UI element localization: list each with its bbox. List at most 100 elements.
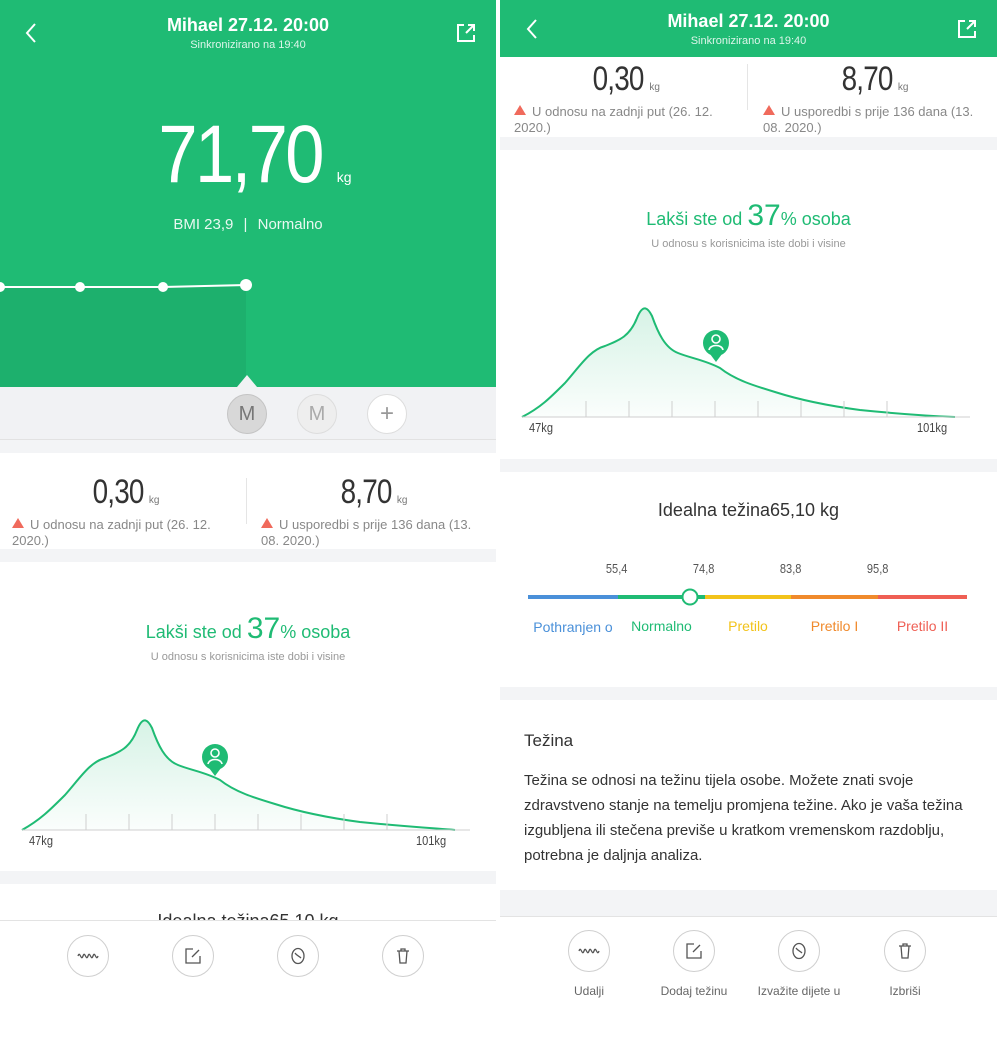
change-since-older-desc: U usporedbi s prije 136 dana (13. 08. 20…	[763, 104, 993, 136]
change-since-last-value: 0,30	[592, 60, 645, 98]
change-since-older-unit: kg	[897, 82, 909, 93]
weight-trend-chart[interactable]	[0, 270, 496, 390]
action-delete-label: Izbriši	[889, 984, 921, 998]
distribution-chart	[521, 307, 970, 418]
user-position-marker	[703, 330, 729, 362]
distribution-min-label: 47kg	[529, 420, 553, 435]
trend-line	[0, 284, 247, 288]
current-weight: 71,70 kg	[0, 108, 496, 202]
wave-icon	[67, 935, 109, 977]
action-remove-label: Udalji	[36, 989, 140, 991]
chevron-left-icon	[526, 19, 537, 39]
change-since-last-unit: kg	[649, 82, 660, 93]
change-since-last-text: U odnosu na zadnji put (26. 12. 2020.)	[12, 517, 211, 548]
distribution-subtitle: U odnosu s korisnicima iste dobi i visin…	[150, 651, 346, 663]
distribution-subtitle: U odnosu s korisnicima iste dobi i visin…	[651, 238, 846, 250]
profile-avatar-selected[interactable]: M	[227, 394, 267, 434]
distribution-prefix: Lakši ste od	[145, 622, 247, 642]
bmi-range-bar	[528, 588, 967, 606]
change-since-last-text: U odnosu na zadnji put (26. 12. 2020.)	[514, 104, 713, 135]
category-underweight: Pothranjen o	[533, 619, 613, 635]
action-add-weight[interactable]: Dodaj težinu	[642, 930, 746, 998]
range-normal	[618, 595, 705, 599]
bmi-status: Normalno	[257, 216, 323, 233]
back-button[interactable]	[16, 18, 46, 48]
sync-status: Sinkronizirano na 19:40	[690, 35, 807, 47]
action-delete[interactable]: Izbriši	[351, 935, 455, 991]
distribution-suffix: % osoba	[780, 209, 851, 229]
bmi-value: BMI 23,9	[173, 216, 234, 233]
add-profile-button[interactable]: +	[367, 394, 407, 434]
change-since-last-desc: U odnosu na zadnji put (26. 12. 2020.)	[12, 517, 238, 549]
share-button[interactable]	[952, 14, 982, 44]
sync-status: Sinkronizirano na 19:40	[190, 39, 306, 51]
distribution-prefix: Lakši ste od	[646, 209, 748, 229]
distribution-curve	[521, 307, 956, 418]
info-heading: Težina	[524, 731, 574, 750]
category-normal: Normalno	[631, 618, 692, 634]
change-since-older-desc: U usporedbi s prije 136 dana (13. 08. 20…	[261, 517, 491, 549]
threshold-value: 55,4	[605, 561, 628, 576]
action-remove[interactable]: Udalji	[36, 935, 140, 991]
trend-point[interactable]	[75, 282, 85, 292]
profile-avatar[interactable]: M	[297, 394, 337, 434]
distribution-max-label: 101kg	[917, 420, 948, 435]
arrow-up-icon	[763, 105, 775, 115]
action-weigh-baby-label: Izvažite dijete u	[757, 984, 841, 998]
distribution-percent: 37	[246, 612, 281, 645]
range-obese	[705, 595, 791, 599]
wave-icon	[568, 930, 610, 972]
user-position-marker	[202, 744, 228, 776]
action-weigh-baby-label: Izvažite dijete u	[246, 989, 350, 991]
divider	[246, 478, 247, 524]
distribution-chart	[21, 719, 470, 831]
header-panel	[0, 0, 496, 387]
range-obese-1	[791, 595, 878, 599]
category-obese-1: Pretilo I	[810, 618, 859, 634]
action-weigh-baby[interactable]: Izvažite dijete u	[246, 935, 350, 991]
trash-icon	[884, 930, 926, 972]
change-since-older-value: 8,70	[841, 60, 893, 98]
ideal-card-partial	[0, 884, 496, 924]
change-since-older: 8,70 kg	[747, 60, 997, 99]
share-icon	[958, 20, 976, 38]
trend-point[interactable]	[0, 282, 5, 292]
baby-icon	[778, 930, 820, 972]
change-since-last-desc: U odnosu na zadnji put (26. 12. 2020.)	[514, 104, 740, 136]
category-obese-2: Pretilo II	[896, 618, 949, 634]
bmi-line: BMI 23,9 | Normalno	[173, 216, 323, 233]
distribution-min-label: 47kg	[29, 833, 53, 848]
range-underweight	[528, 595, 618, 599]
trash-icon	[382, 935, 424, 977]
action-weigh-baby[interactable]: Izvažite dijete u	[747, 930, 851, 998]
selection-pointer	[237, 375, 257, 387]
ideal-weight-card	[500, 472, 997, 687]
category-obese: Pretilo	[728, 618, 768, 634]
header-bar	[500, 0, 997, 57]
change-since-last: 0,30 kg	[500, 60, 747, 99]
page-title: Mihael 27.12. 20:00	[667, 11, 830, 31]
action-add-weight[interactable]: Dodaj težinu	[141, 935, 245, 991]
distribution-percent: 37	[747, 199, 781, 232]
weight-detail-screen-scrolled: Mihael 27.12. 20:00 Sinkronizirano na 19…	[500, 0, 997, 1048]
page-title: Mihael 27.12. 20:00	[166, 15, 330, 35]
comparison-card	[0, 453, 496, 549]
action-remove-label: Udalji	[573, 984, 604, 998]
range-obese-2	[878, 595, 967, 599]
change-since-older: 8,70 kg	[246, 473, 496, 512]
action-remove[interactable]: Udalji	[537, 930, 641, 998]
share-button[interactable]	[451, 18, 481, 48]
trend-point[interactable]	[158, 282, 168, 292]
back-button[interactable]	[517, 14, 547, 44]
distribution-fill	[522, 308, 955, 417]
action-delete[interactable]: Izbriši	[853, 930, 957, 998]
distribution-max-label: 101kg	[416, 833, 447, 848]
trend-point-selected[interactable]	[240, 279, 252, 291]
current-weight-marker	[681, 588, 699, 606]
distribution-suffix: % osoba	[280, 622, 351, 642]
arrow-up-icon	[261, 518, 273, 528]
info-body: Težina se odnosi na težinu tijela osobe.…	[524, 772, 963, 864]
change-since-last-value: 0,30	[92, 473, 144, 511]
weight-unit: kg	[336, 169, 352, 185]
comparison-card	[500, 57, 997, 137]
